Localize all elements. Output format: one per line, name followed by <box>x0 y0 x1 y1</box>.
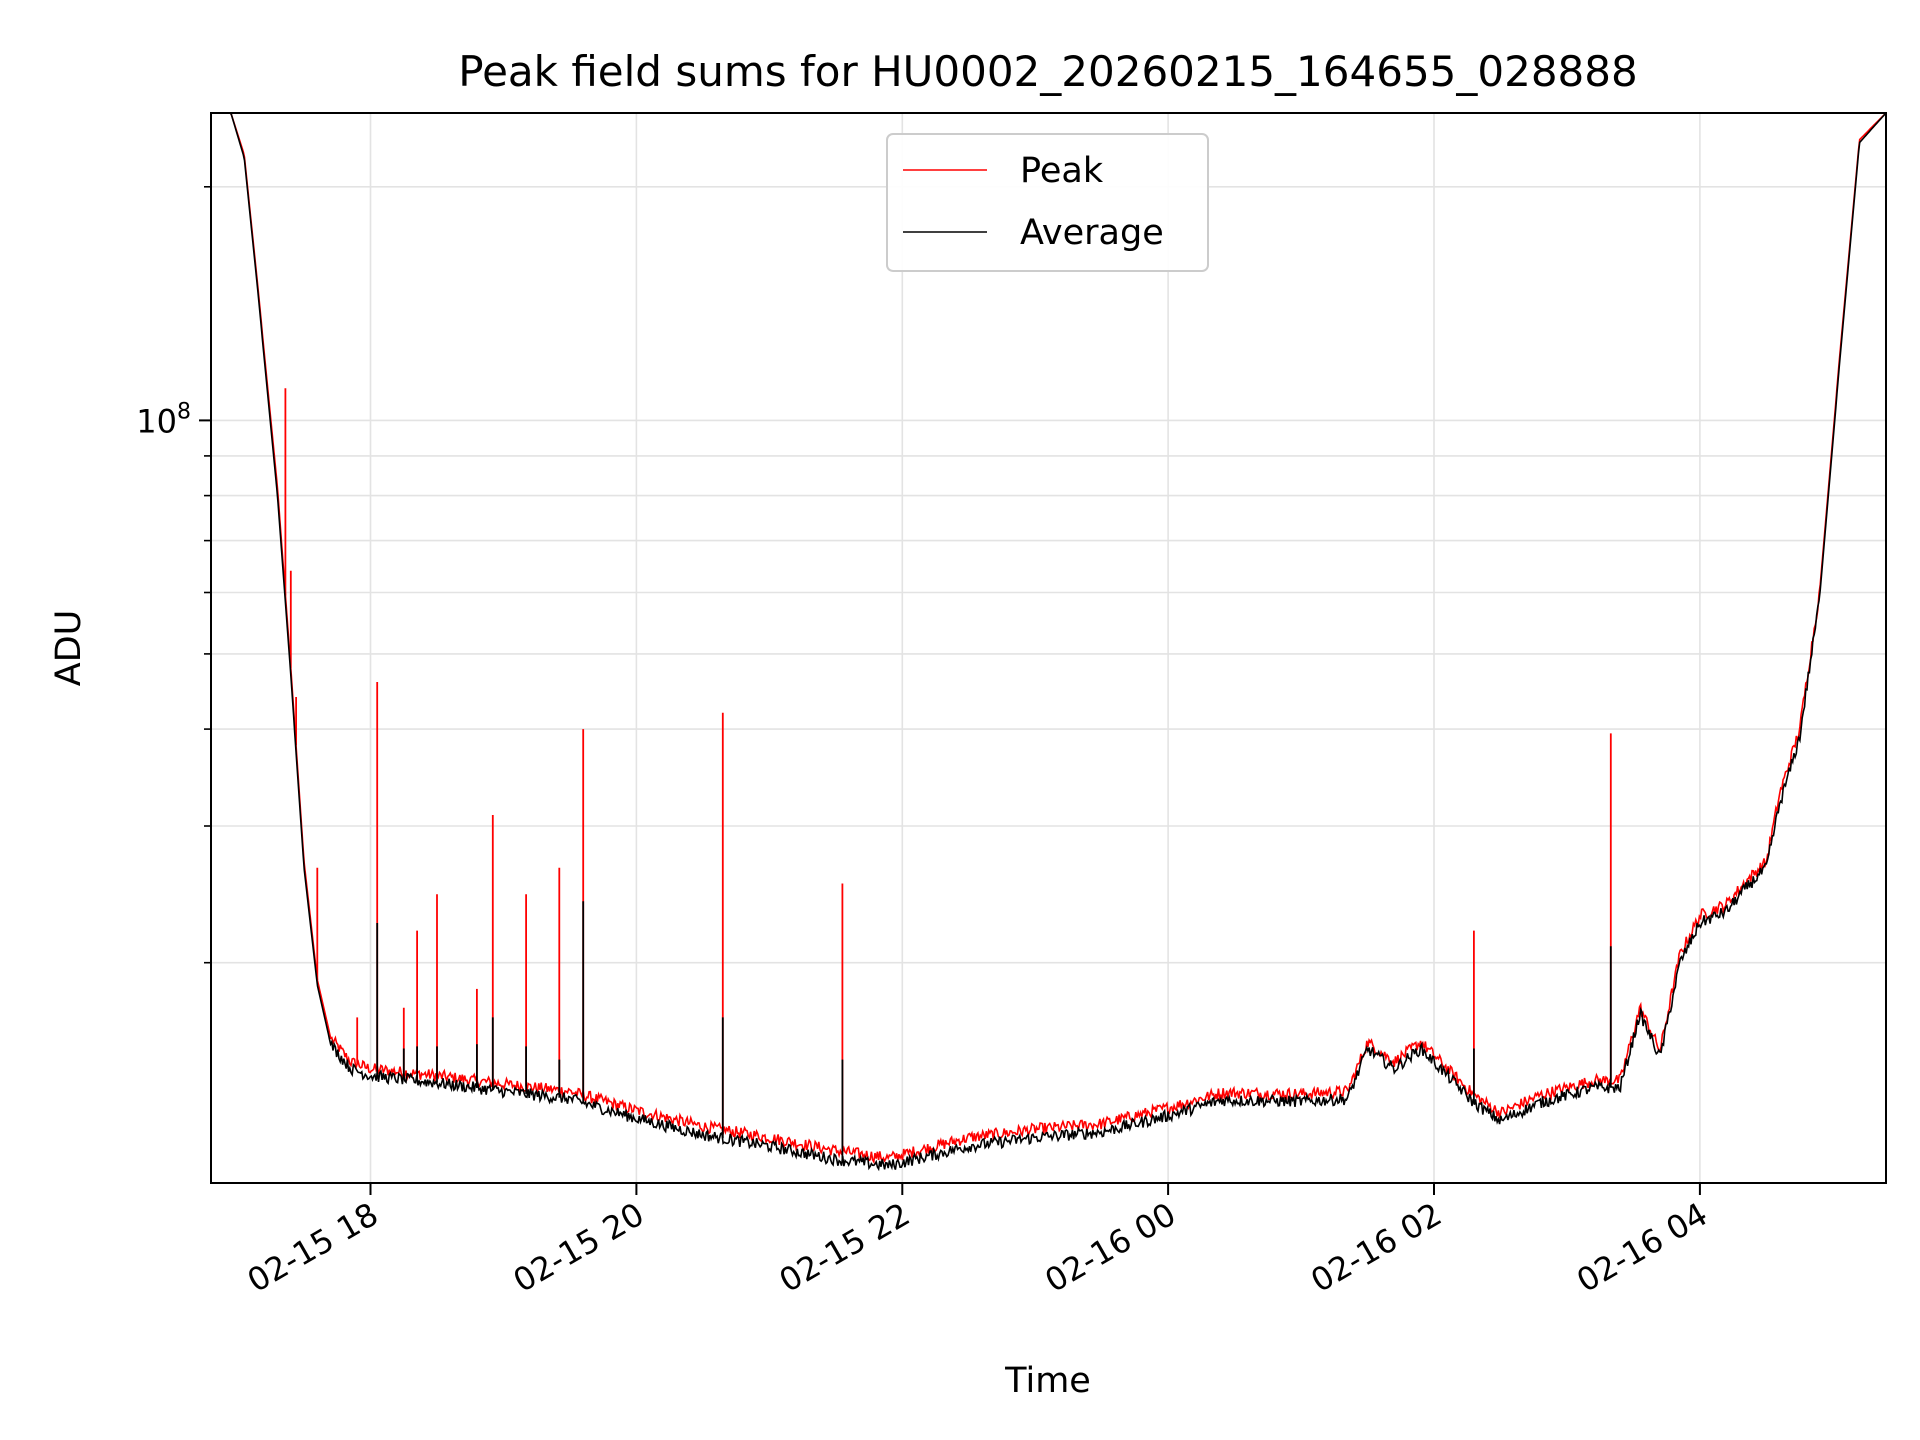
legend-label-average: Average <box>1020 213 1164 253</box>
series-layer <box>211 112 1887 1172</box>
x-axis-label: Time <box>1004 1361 1091 1401</box>
chart-title: Peak field sums for HU0002_20260215_1646… <box>458 47 1637 96</box>
plot-frame <box>210 112 1887 1184</box>
grid-lines <box>211 113 1886 1183</box>
series-line-peak <box>211 112 1887 1165</box>
series-average <box>211 112 1887 1172</box>
legend-box <box>886 133 1209 272</box>
legend: Peak Average <box>886 133 1209 272</box>
legend-label-peak: Peak <box>1020 151 1104 191</box>
y-axis-label: ADU <box>49 610 89 687</box>
series-line-average <box>211 112 1887 1172</box>
